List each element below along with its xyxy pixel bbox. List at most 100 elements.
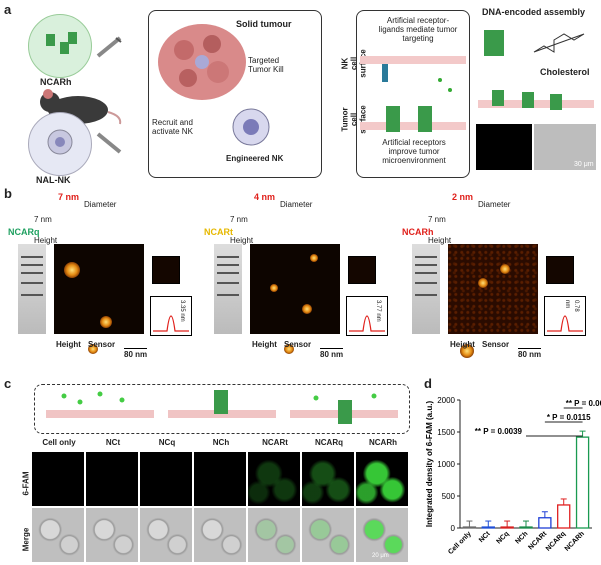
diameter-value: 7 nm: [58, 192, 80, 202]
confocal-image-1: [476, 124, 532, 170]
gel-lane: [412, 244, 440, 334]
afm-particle: [64, 262, 80, 278]
panel-b-label: b: [4, 186, 12, 201]
zoom-inset: [546, 256, 574, 284]
y-axis-label: Integrated density of 6-FAM (a.u.): [425, 401, 434, 528]
merge-image: [32, 508, 84, 562]
schematic-box: [34, 384, 410, 434]
height-profile: [346, 296, 388, 336]
height-value: 7 nm: [428, 215, 446, 224]
diameter-label: Diameter: [84, 200, 117, 209]
y-tick-label: 1000: [437, 460, 455, 469]
x-tick-label: NCARh: [564, 530, 586, 552]
panel-a-label: a: [4, 2, 12, 17]
gel-band: [21, 272, 43, 274]
height-caption: Height: [450, 340, 475, 349]
afm-particle: [88, 344, 98, 354]
y-tick-label: 2000: [437, 396, 455, 405]
afm-particle: [478, 278, 488, 288]
fam-image: [32, 452, 84, 506]
group-name-NCARt: NCARt: [204, 227, 233, 237]
engineered-nk-icon: [228, 104, 274, 155]
sensor-caption: Sensor: [284, 340, 312, 349]
afm-particle: [100, 316, 112, 328]
syringe-icon-2: [96, 132, 122, 159]
afm-image: [448, 244, 538, 358]
merge-image: [86, 508, 138, 562]
syringe-icon: [96, 36, 122, 63]
nk-cell-icon: [42, 124, 78, 165]
column-header: NCARq: [315, 438, 343, 447]
ncarh-cylinders-icon: [44, 30, 80, 65]
panel-a-scale: 30 μm: [574, 161, 594, 168]
diameter-value: 4 nm: [254, 192, 276, 202]
engineered-nk-label: Engineered NK: [226, 154, 284, 163]
targeted-kill-label: Targeted Tumor Kill: [248, 56, 284, 74]
afm-particle: [460, 344, 474, 358]
gel-band: [21, 264, 43, 266]
zoom-inset: [152, 256, 180, 284]
sensor-caption: Sensor: [88, 340, 116, 349]
membrane-diagram: [360, 50, 466, 145]
diameter-value: 2 nm: [452, 192, 474, 202]
y-tick-label: 1500: [437, 428, 455, 437]
bar: [500, 526, 514, 529]
fam-image: [302, 452, 354, 506]
x-tick-label: NCq: [495, 530, 510, 545]
fam-image: [248, 452, 300, 506]
nal-nk-label: NAL-NK: [36, 175, 71, 185]
diameter-label: Diameter: [478, 200, 511, 209]
height-axis-label: Height: [34, 236, 58, 245]
tumour-box: [148, 10, 322, 178]
fam-image: [356, 452, 408, 506]
gel-lane: [214, 244, 242, 334]
peak-height: 0.78 nm: [564, 300, 579, 312]
zoom-inset: [348, 256, 376, 284]
merge-image: [248, 508, 300, 562]
gel-band: [217, 294, 239, 296]
afm-particle: [270, 284, 278, 292]
column-header: NCh: [212, 438, 230, 447]
x-tick-label: NCt: [478, 530, 492, 544]
significance-label: * P = 0.0115: [547, 413, 591, 422]
diameter-label: Diameter: [280, 200, 313, 209]
y-tick-label: 0: [451, 524, 456, 533]
bar: [519, 526, 533, 529]
afm-particle: [284, 344, 294, 354]
gel-band: [415, 272, 437, 274]
fam-image: [140, 452, 192, 506]
assembly-membrane: [478, 86, 594, 125]
gel-band: [415, 256, 437, 258]
column-header: Cell only: [42, 438, 76, 447]
x-tick-label: NCh: [514, 530, 529, 545]
column-header: NCARt: [262, 438, 288, 447]
panel-c-label: c: [4, 376, 12, 391]
bar: [462, 526, 477, 529]
significance-label: ** P = 0.0071: [566, 399, 601, 408]
sensor-caption: Sensor: [482, 340, 510, 349]
gel-band: [415, 282, 437, 284]
artificial-receptors-label: Artificial receptors improve tumor micro…: [382, 138, 446, 165]
panel-c-scale: 20 μm: [372, 553, 389, 559]
bar: [575, 436, 590, 529]
column-header: NCARh: [369, 438, 397, 447]
gel-band: [21, 294, 43, 296]
row-label: 6-FAM: [21, 471, 31, 496]
gel-band: [21, 282, 43, 284]
height-value: 7 nm: [34, 215, 52, 224]
gel-lane: [18, 244, 46, 334]
scale-bar: 80 nm: [124, 348, 148, 359]
receptor-box: [356, 10, 470, 178]
gel-band: [21, 256, 43, 258]
height-profile: [150, 296, 192, 336]
cholesterol-label: Cholesterol: [540, 67, 590, 77]
merge-image: [302, 508, 354, 562]
cholesterol-icon: [530, 22, 590, 67]
merge-image: [140, 508, 192, 562]
gel-band: [217, 256, 239, 258]
gel-band: [217, 272, 239, 274]
afm-particle: [310, 254, 318, 262]
afm-particle: [302, 304, 312, 314]
gel-band: [415, 294, 437, 296]
bar: [538, 517, 552, 529]
